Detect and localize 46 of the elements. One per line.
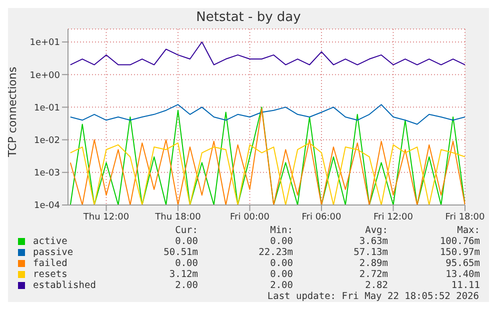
text: 2.82 bbox=[364, 280, 388, 291]
text: 13.40m bbox=[444, 269, 480, 280]
x-tick-label: Fri 06:00 bbox=[302, 212, 342, 222]
legend-label: failed bbox=[32, 258, 68, 269]
text: 0.00 bbox=[269, 236, 293, 247]
y-tick-label: 1e+01 bbox=[30, 38, 60, 48]
y-tick-label: 1e-01 bbox=[34, 103, 60, 114]
legend-label: established bbox=[32, 280, 97, 291]
legend-label: active bbox=[32, 236, 68, 247]
text: Min: bbox=[269, 225, 293, 236]
line-series bbox=[70, 41, 465, 66]
x-tick-label: Fri 00:00 bbox=[230, 212, 270, 222]
y-tick-label: 1e-04 bbox=[34, 201, 60, 212]
line-series bbox=[70, 104, 465, 125]
text: 0.00 bbox=[174, 236, 198, 247]
text: 22.23m bbox=[258, 247, 293, 258]
text: 3.63m bbox=[358, 236, 388, 247]
y-tick-label: 1e-02 bbox=[34, 136, 60, 146]
y-tick-label: 1e+00 bbox=[30, 70, 60, 81]
text: 0.00 bbox=[269, 258, 293, 269]
text: 2.89m bbox=[358, 258, 388, 269]
chart-title: Netstat - by day bbox=[195, 9, 302, 25]
text: 0.00 bbox=[269, 269, 293, 280]
x-tick-label: Thu 12:00 bbox=[82, 212, 130, 222]
text: Avg: bbox=[364, 225, 388, 236]
y-axis-title: TCP connections bbox=[6, 66, 19, 158]
text: Cur: bbox=[174, 225, 198, 236]
text: 2.00 bbox=[269, 280, 293, 291]
text: 50.51m bbox=[162, 247, 198, 258]
text: 2.72m bbox=[358, 269, 388, 280]
legend-label: passive bbox=[32, 247, 74, 258]
text: Max: bbox=[456, 225, 480, 236]
text: 95.65m bbox=[444, 258, 480, 269]
x-tick-label: Fri 12:00 bbox=[373, 212, 414, 222]
text: 2.00 bbox=[174, 280, 198, 291]
text: 3.12m bbox=[168, 269, 198, 280]
text: 150.97m bbox=[438, 247, 480, 258]
text: 57.13m bbox=[352, 247, 388, 258]
text: Last update: Fri May 22 18:05:52 2026 bbox=[266, 291, 479, 302]
text: 11.11 bbox=[450, 280, 480, 291]
y-tick-label: 1e-03 bbox=[34, 168, 60, 179]
text: 0.00 bbox=[174, 258, 198, 269]
x-tick-label: Thu 18:00 bbox=[154, 212, 202, 222]
x-tick-label: Fri 18:00 bbox=[445, 212, 486, 222]
legend-label: resets bbox=[32, 269, 68, 280]
text: 100.76m bbox=[438, 236, 480, 247]
